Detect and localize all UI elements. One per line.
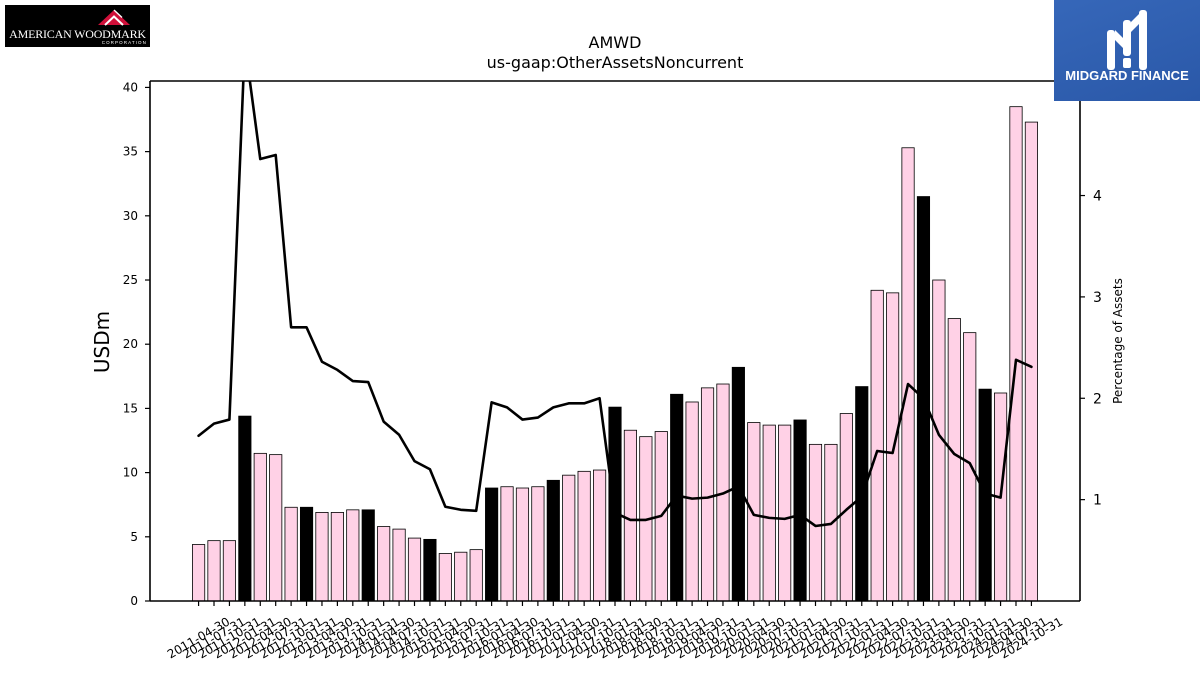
bar	[207, 540, 221, 602]
y-tick-label: 30	[123, 209, 138, 223]
bar	[562, 474, 576, 602]
bar	[253, 452, 267, 602]
bar-highlighted	[423, 538, 437, 602]
bar	[531, 486, 545, 602]
chart-subtitle: us-gaap:OtherAssetsNoncurrent	[487, 53, 744, 72]
bar-highlighted	[546, 479, 560, 602]
bar	[886, 292, 900, 602]
bar-highlighted	[361, 509, 375, 602]
y-tick-label: 10	[123, 466, 138, 480]
percentage-of-assets-line	[197, 81, 1033, 528]
y-tick-label: 40	[123, 80, 138, 94]
bar-highlighted	[793, 419, 807, 602]
logo-company-name: AMERICAN WOODMARK	[9, 27, 146, 41]
bar	[700, 387, 715, 602]
bar	[407, 537, 422, 602]
midgard-finance-logo: MIDGARD FINANCE	[1054, 0, 1200, 101]
bar-highlighted	[731, 366, 745, 602]
bar	[685, 401, 699, 602]
y-tick-label: 35	[123, 145, 138, 159]
bar-highlighted	[299, 506, 314, 602]
bar	[870, 289, 884, 602]
y-axis-label: USDm	[90, 311, 114, 373]
bar	[778, 424, 792, 602]
logo-company-suffix: CORPORATION	[101, 40, 147, 45]
bar	[593, 469, 607, 602]
y2-axis-label: Percentage of Assets	[1111, 278, 1125, 404]
bar	[500, 486, 514, 602]
logo-brand-name: MIDGARD FINANCE	[1065, 68, 1189, 83]
bar	[315, 512, 329, 602]
y-tick-label: 20	[123, 337, 138, 351]
bar	[330, 512, 344, 602]
bar	[762, 424, 776, 602]
bar	[577, 470, 591, 602]
y-axis-left: 0 5 10 15 20 25 30 35 40	[123, 80, 150, 608]
bar	[284, 506, 298, 602]
american-woodmark-logo: AMERICAN WOODMARK CORPORATION	[5, 5, 150, 47]
y-axis-right: 1 2 3 4	[1080, 189, 1102, 509]
y-tick-label: 25	[123, 273, 138, 287]
y-tick-label: 5	[130, 530, 138, 544]
y2-tick-label: 3	[1093, 290, 1102, 306]
bar	[377, 526, 391, 602]
bar	[1009, 106, 1023, 602]
bar-highlighted	[485, 487, 499, 602]
bar	[963, 332, 977, 602]
chart-title: AMWD	[589, 33, 642, 52]
bar	[623, 429, 637, 602]
x-axis: 2011-04-302011-07-312011-10-312012-01-31…	[165, 601, 1065, 661]
bar	[222, 540, 236, 602]
midgard-m-icon	[1107, 10, 1147, 70]
y2-tick-label: 4	[1093, 189, 1102, 205]
bar-highlighted	[238, 415, 252, 602]
roof-icon	[98, 9, 130, 26]
y2-tick-label: 2	[1093, 391, 1102, 407]
bar	[346, 509, 360, 602]
bar	[192, 544, 206, 602]
bar	[1024, 121, 1038, 602]
bar	[269, 454, 283, 602]
bar	[469, 549, 483, 602]
bar	[901, 147, 915, 602]
bar	[747, 422, 761, 602]
y-tick-label: 15	[123, 401, 138, 415]
line-layer	[197, 81, 1033, 528]
bar	[515, 487, 530, 602]
bar	[947, 318, 961, 602]
plot-frame	[149, 80, 1081, 602]
bar	[438, 553, 452, 602]
bar	[392, 528, 406, 602]
bar	[454, 551, 468, 602]
y2-tick-label: 1	[1093, 493, 1102, 509]
y-tick-label: 0	[130, 594, 138, 608]
